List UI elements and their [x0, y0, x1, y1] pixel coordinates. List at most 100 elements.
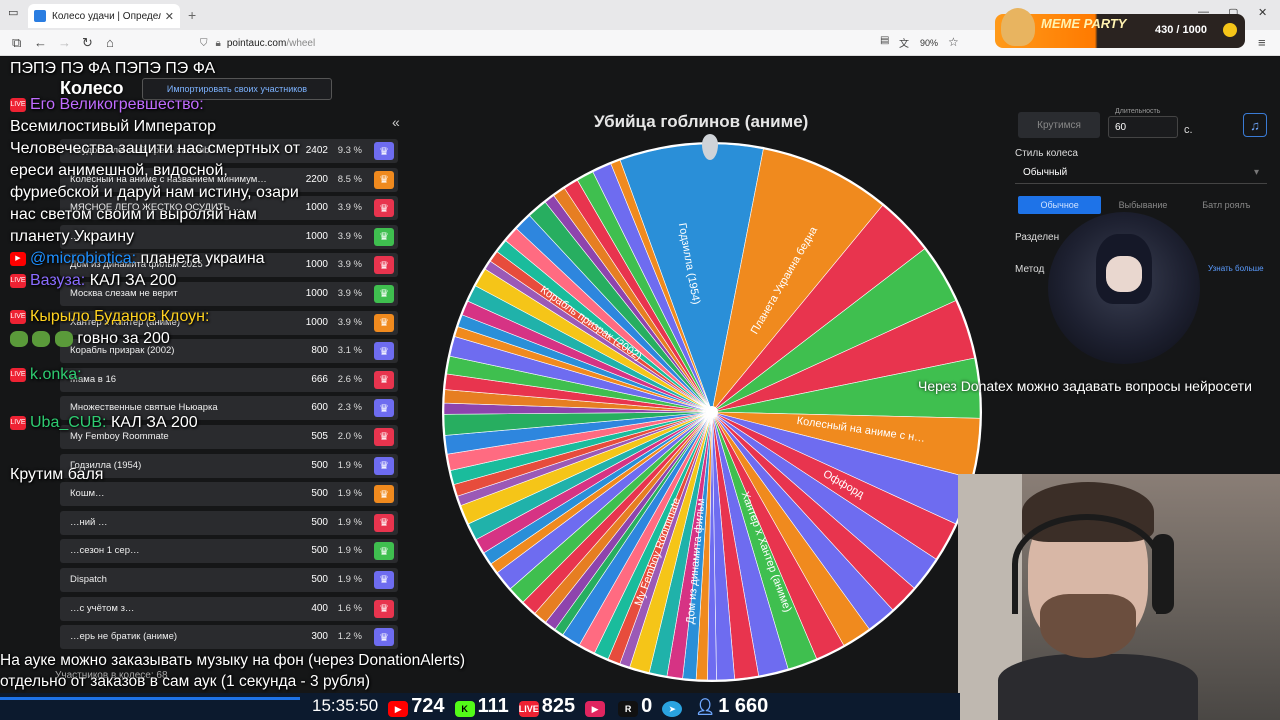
lot-percent: 1.9 % [337, 488, 362, 500]
lot-row[interactable]: …ний … 500 1.9 % ♛ [60, 509, 398, 538]
lot-row[interactable]: …ерь не братик (аниме) 300 1.2 % ♛ [60, 623, 398, 652]
lot-cup-icon[interactable]: ♛ [374, 342, 394, 361]
lot-row[interactable]: …с учётом з… 400 1.6 % ♛ [60, 595, 398, 624]
lot-cup-icon[interactable]: ♛ [374, 399, 394, 418]
bookmark-star-icon[interactable]: ☆ [948, 35, 959, 49]
lot-amount: 500 [311, 516, 328, 528]
split-label: Разделен [1015, 232, 1060, 243]
duration-input[interactable] [1108, 116, 1178, 138]
lot-cup-icon[interactable]: ♛ [374, 456, 394, 475]
sidebar-toggle-icon[interactable]: ▭ [8, 7, 19, 19]
lot-cup-icon[interactable]: ♛ [374, 427, 394, 446]
maximize-button[interactable]: ▢ [1228, 7, 1239, 19]
home-icon[interactable]: ⌂ [106, 35, 114, 50]
twitch-stat: ▶ [585, 695, 608, 718]
close-window-button[interactable]: ✕ [1258, 7, 1268, 19]
reload-icon[interactable]: ↻ [82, 35, 93, 50]
lot-cup-icon[interactable]: ♛ [374, 284, 394, 303]
address-bar[interactable]: ⛉ 🔒︎ pointauc.com/wheel [200, 33, 970, 53]
lot-cup-icon[interactable]: ♛ [374, 513, 394, 532]
mode-battle-royale-tab[interactable]: Батл роялъ [1202, 200, 1251, 210]
lot-row[interactable]: Множественные святые Ньюарка 600 2.3 % ♛ [60, 394, 398, 423]
lot-amount: 600 [311, 402, 328, 414]
spin-button[interactable]: Крутимся [1018, 112, 1100, 138]
lot-percent: 3.9 % [337, 230, 362, 242]
doge-icon [1001, 8, 1035, 46]
lot-name: Москва слезам не верит [70, 287, 178, 299]
duration-label: Длительность [1115, 108, 1161, 115]
new-tab-button[interactable]: + [188, 7, 197, 23]
wheel-slice [711, 148, 884, 413]
lot-amount: 1000 [305, 202, 328, 214]
lot-row-bg [60, 367, 398, 392]
wheel-style-value: Обычный [1023, 167, 1068, 178]
mode-dropout-tab[interactable]: Выбывание [1118, 200, 1168, 210]
lot-percent: 2.3 % [337, 402, 362, 414]
lot-cup-icon[interactable]: ♛ [374, 542, 394, 561]
lot-amount: 505 [311, 430, 328, 442]
lot-cup-icon[interactable]: ♛ [374, 628, 394, 647]
wheel-slice [619, 143, 764, 414]
lot-cup-icon[interactable]: ♛ [374, 599, 394, 618]
browser-tab[interactable]: Колесо удачи | Определите п ✕ [28, 4, 180, 28]
lot-percent: 3.9 % [337, 316, 362, 328]
lot-row[interactable]: Москва слезам не верит 1000 3.9 % ♛ [60, 280, 398, 309]
import-participants-button[interactable]: Импортировать своих участников [142, 78, 332, 100]
lot-cup-icon[interactable]: ♛ [374, 570, 394, 589]
vtuber-avatar [1048, 212, 1200, 364]
learn-more-link[interactable]: Узнать больше [1208, 264, 1264, 273]
back-icon[interactable]: ← [34, 35, 47, 50]
close-tab-icon[interactable]: ✕ [164, 10, 174, 23]
lot-row[interactable]: Годзилла (1954) 500 1.9 % ♛ [60, 452, 398, 481]
music-note-icon[interactable]: ♫ [1243, 113, 1267, 137]
minimize-button[interactable]: — [1198, 6, 1209, 18]
lot-row[interactable]: …сезон 1 сер… 500 1.9 % ♛ [60, 537, 398, 566]
collapse-panel-button[interactable]: « [392, 114, 400, 130]
user-icon: 👤︎ [695, 698, 716, 716]
lot-amount: 2402 [305, 145, 328, 156]
zoom-level[interactable]: 90% [920, 38, 939, 48]
wheel-style-label: Стиль колеса [1015, 148, 1078, 159]
coin-icon [1223, 23, 1237, 37]
youtube-icon: ▶ [388, 701, 409, 717]
lot-cup-icon[interactable]: ♛ [374, 313, 394, 332]
lot-cup-icon[interactable]: ♛ [374, 370, 394, 389]
lot-name: Мама в 16 [70, 373, 117, 385]
wheel-style-select[interactable]: Обычный ▾ [1015, 162, 1267, 184]
lot-percent: 3.9 % [337, 202, 362, 214]
meme-party-brand: MEME PARTY [1041, 16, 1127, 31]
forward-icon[interactable]: → [58, 35, 71, 50]
lot-row[interactable]: … 1000 3.9 % ♛ [60, 223, 398, 252]
total-viewers: 1 660 [718, 694, 769, 717]
lot-row-bg [60, 139, 398, 163]
lot-row[interactable]: Мама в 16 666 2.6 % ♛ [60, 366, 398, 395]
lot-row[interactable]: МЯСНОЕ ЛЕГО ЖЕСТКО ОСУДИТЬ … 1000 3.9 % ♛ [60, 194, 398, 223]
lot-row[interactable]: Dispatch 500 1.9 % ♛ [60, 566, 398, 595]
lot-row[interactable]: My Femboy Roommate 505 2.0 % ♛ [60, 423, 398, 452]
lot-cup-icon[interactable]: ♛ [374, 199, 394, 218]
lot-row[interactable]: Колёсный на аниме с названием минимум… 22… [60, 166, 398, 195]
mode-normal-tab[interactable]: Обычное [1018, 196, 1102, 214]
lot-cup-icon[interactable]: ♛ [374, 142, 394, 160]
lot-row[interactable]: Хантер х Хантер (аниме) 1000 3.9 % ♛ [60, 309, 398, 338]
chat-overlay: ПЭПЭ ПЭ ФА ПЭПЭ ПЭ ФА LIVE Его Великогрев… [10, 58, 310, 486]
chat-text: ПЭПЭ ПЭ ФА ПЭПЭ ПЭ ФА [10, 60, 216, 77]
pepe-emote-icon [10, 330, 28, 347]
lot-row[interactable]: Кошм… 500 1.9 % ♛ [60, 480, 398, 509]
lot-row[interactable]: Неудоосоленный ересь хаосаib… 2402 9.3 % ♛ [60, 137, 398, 166]
lot-cup-icon[interactable]: ♛ [374, 170, 394, 189]
lot-cup-icon[interactable]: ♛ [374, 485, 394, 504]
extensions-icon[interactable]: ⧉ [12, 35, 22, 50]
webcam-feed [958, 474, 1280, 720]
lot-row[interactable]: Корабль призрак (2002) 800 3.1 % ♛ [60, 337, 398, 366]
translate-icon[interactable]: 文 [899, 39, 909, 50]
lot-cup-icon[interactable]: ♛ [374, 256, 394, 275]
menu-icon[interactable]: ≡ [1258, 35, 1266, 50]
fortune-wheel[interactable]: Колесный на аниме с н…Дом из динамита фи… [440, 140, 984, 684]
chat-username: Uba_CUB: [30, 414, 107, 431]
reader-icon[interactable]: ▤ [880, 35, 890, 46]
lot-cup-icon[interactable]: ♛ [374, 227, 394, 246]
tab-title: Колесо удачи | Определите п [52, 10, 161, 22]
lot-row[interactable]: Дом из динамита фильм 2025 1000 3.9 % ♛ [60, 251, 398, 280]
